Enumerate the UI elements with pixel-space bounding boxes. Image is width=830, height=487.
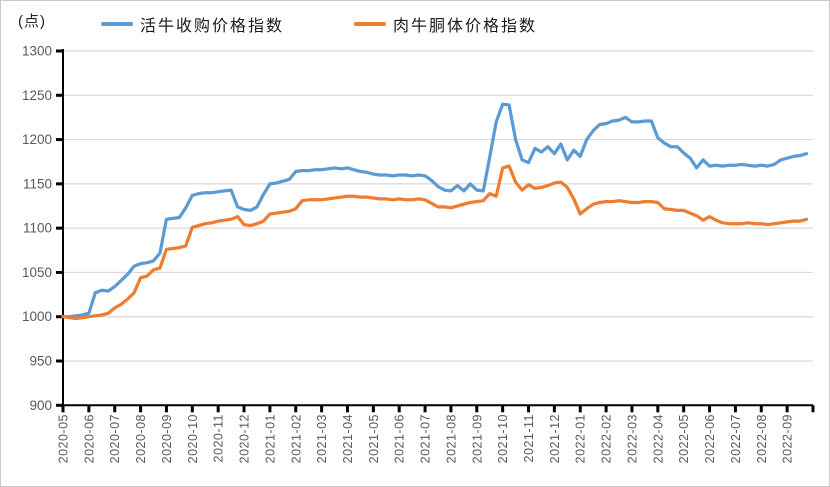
x-tick-label: 2022-04 <box>651 414 665 463</box>
x-tick-label: 2021-09 <box>470 414 484 463</box>
y-axis-unit-label: (点) <box>18 13 46 30</box>
x-tick-label: 2022-08 <box>755 414 769 463</box>
y-tick-label: 900 <box>29 398 52 413</box>
x-tick-label: 2021-12 <box>548 414 562 463</box>
x-tick-label: 2021-08 <box>444 414 458 463</box>
x-tick-label: 2021-07 <box>419 414 433 463</box>
x-tick-label: 2020-12 <box>238 414 252 463</box>
legend-label: 活牛收购价格指数 <box>140 18 285 35</box>
x-tick-label: 2021-10 <box>496 414 510 463</box>
x-tick-label: 2020-10 <box>186 414 200 463</box>
x-tick-label: 2020-08 <box>134 414 148 463</box>
legend-line-swatch <box>101 22 133 26</box>
x-tick-label: 2020-05 <box>57 414 71 463</box>
legend-item-live-cattle-index: 活牛收购价格指数 <box>101 15 285 35</box>
y-tick-label: 1250 <box>22 88 52 103</box>
legend-line-swatch <box>354 22 386 26</box>
y-tick-label: 1300 <box>22 44 52 59</box>
x-tick-label: 2022-05 <box>677 414 691 463</box>
x-tick-label: 2021-01 <box>263 414 277 463</box>
legend-label: 肉牛胴体价格指数 <box>393 18 538 35</box>
x-tick-label: 2021-04 <box>341 414 355 463</box>
legend-item-carcass-index: 肉牛胴体价格指数 <box>354 15 538 35</box>
x-tick-label: 2021-11 <box>522 414 536 462</box>
x-tick-label: 2022-06 <box>703 414 717 463</box>
y-tick-label: 1200 <box>22 132 52 147</box>
y-tick-label: 1050 <box>22 265 52 280</box>
x-tick-label: 2021-03 <box>315 414 329 463</box>
y-tick-label: 1100 <box>23 221 52 236</box>
chart-legend: 活牛收购价格指数 肉牛胴体价格指数 <box>1 1 829 41</box>
x-tick-label: 2022-03 <box>625 414 639 463</box>
x-tick-label: 2021-02 <box>289 414 303 463</box>
x-tick-label: 2022-07 <box>729 414 743 463</box>
y-tick-label: 1150 <box>23 176 52 191</box>
x-tick-label: 2021-05 <box>367 414 381 463</box>
x-tick-label: 2022-02 <box>600 414 614 463</box>
x-tick-label: 2022-01 <box>574 414 588 463</box>
x-tick-label: 2020-07 <box>108 414 122 463</box>
x-tick-label: 2022-09 <box>781 414 795 463</box>
series-line-live-cattle-index <box>61 102 809 319</box>
x-tick-label: 2020-11 <box>212 414 226 462</box>
y-tick-label: 950 <box>29 354 52 369</box>
series-line-carcass-index <box>61 164 809 321</box>
x-tick-label: 2020-06 <box>82 414 96 463</box>
x-tick-label: 2021-06 <box>393 414 407 463</box>
y-tick-label: 1000 <box>22 309 52 324</box>
x-tick-label: 2020-09 <box>160 414 174 463</box>
